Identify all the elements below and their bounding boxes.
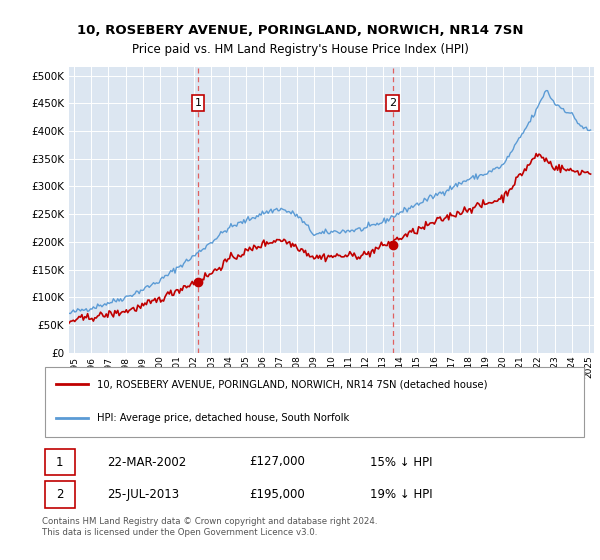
Text: 2: 2 bbox=[389, 98, 396, 108]
Text: 22-MAR-2002: 22-MAR-2002 bbox=[107, 455, 187, 469]
Text: Contains HM Land Registry data © Crown copyright and database right 2024.
This d: Contains HM Land Registry data © Crown c… bbox=[42, 517, 377, 536]
Text: 1: 1 bbox=[194, 98, 202, 108]
FancyBboxPatch shape bbox=[45, 482, 75, 508]
Text: 25-JUL-2013: 25-JUL-2013 bbox=[107, 488, 179, 501]
Text: 10, ROSEBERY AVENUE, PORINGLAND, NORWICH, NR14 7SN (detached house): 10, ROSEBERY AVENUE, PORINGLAND, NORWICH… bbox=[97, 380, 487, 389]
FancyBboxPatch shape bbox=[45, 449, 75, 475]
Text: 19% ↓ HPI: 19% ↓ HPI bbox=[370, 488, 432, 501]
Text: 15% ↓ HPI: 15% ↓ HPI bbox=[370, 455, 432, 469]
Text: 1: 1 bbox=[56, 455, 63, 469]
Text: £127,000: £127,000 bbox=[250, 455, 305, 469]
FancyBboxPatch shape bbox=[45, 367, 584, 437]
Text: 10, ROSEBERY AVENUE, PORINGLAND, NORWICH, NR14 7SN: 10, ROSEBERY AVENUE, PORINGLAND, NORWICH… bbox=[77, 24, 523, 38]
Text: Price paid vs. HM Land Registry's House Price Index (HPI): Price paid vs. HM Land Registry's House … bbox=[131, 43, 469, 56]
Text: HPI: Average price, detached house, South Norfolk: HPI: Average price, detached house, Sout… bbox=[97, 413, 349, 423]
Text: 2: 2 bbox=[56, 488, 63, 501]
Text: £195,000: £195,000 bbox=[250, 488, 305, 501]
